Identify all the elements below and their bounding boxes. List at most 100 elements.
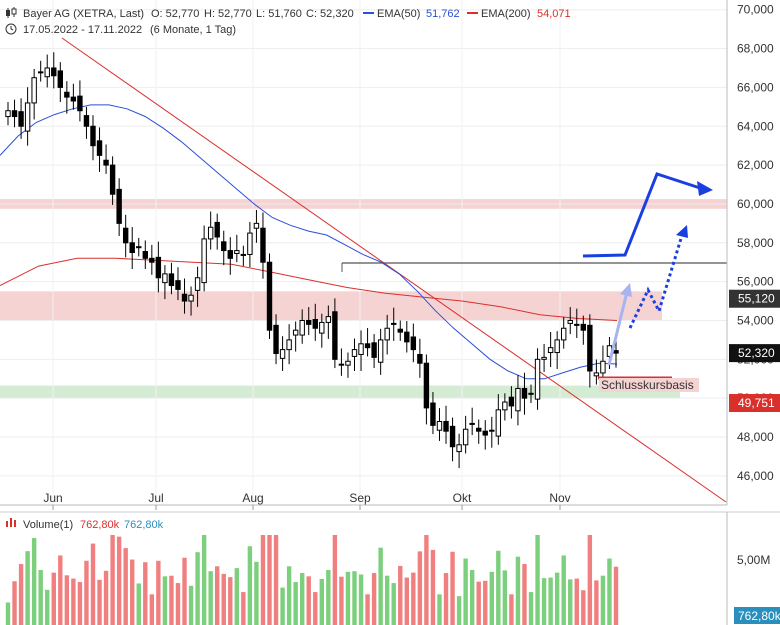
volume-bar	[130, 559, 135, 625]
candle-body	[430, 402, 436, 426]
volume-bar	[234, 568, 240, 625]
volume-bar	[182, 557, 187, 625]
candle-body	[495, 409, 502, 437]
volume-bar	[215, 566, 220, 625]
period: (6 Monate, 1 Tag)	[150, 24, 236, 36]
candle-body	[31, 77, 37, 104]
volume-bar	[293, 582, 298, 625]
volume-bar	[574, 578, 579, 625]
volume-bar	[306, 576, 311, 625]
volume-bar	[411, 572, 416, 625]
volume-bar	[260, 535, 266, 625]
candle-body	[64, 91, 70, 98]
ohlc-open: O: 52,770	[151, 8, 199, 20]
x-tick-label: Aug	[242, 491, 263, 505]
candle-body	[541, 356, 547, 360]
volume-bar	[358, 574, 364, 625]
volume-bar	[613, 566, 619, 625]
volume-bar	[286, 566, 292, 625]
x-tick-label: Sep	[349, 491, 371, 505]
chart-header: Bayer AG (XETRA, Last) O: 52,770 H: 52,7…	[5, 7, 571, 36]
volume-bar	[267, 535, 272, 625]
candle-body	[175, 280, 181, 290]
volume-bar	[103, 570, 109, 625]
volume-bar	[587, 535, 593, 625]
volume-bar	[594, 580, 599, 625]
volume-bar	[110, 535, 115, 625]
candle-body	[122, 227, 129, 244]
candle-body	[423, 362, 430, 409]
volume-bar	[45, 589, 50, 625]
volume-bar	[149, 594, 155, 625]
candle-body	[338, 363, 345, 366]
candle-body	[260, 227, 266, 263]
x-axis-ticks: Jun Jul Aug Sep Okt Nov	[43, 491, 571, 510]
price-badge-label: 52,320	[738, 346, 775, 360]
volume-bar	[535, 535, 540, 625]
candle-body	[181, 293, 188, 302]
y-tick-label: 68,000	[737, 42, 774, 56]
volume-bar	[581, 590, 586, 625]
candle-body	[443, 420, 449, 432]
candle-body	[345, 360, 351, 366]
volume-bar	[201, 535, 207, 625]
volume-bar	[90, 543, 96, 625]
candle-body	[528, 392, 534, 395]
light-arrow-head	[620, 283, 632, 297]
volume-bar	[502, 570, 508, 625]
volume-bar	[378, 547, 383, 625]
candle-body	[593, 372, 600, 377]
volume-bar	[169, 575, 174, 625]
candle-body	[162, 273, 168, 284]
candle-body	[449, 425, 456, 448]
volume-label: Volume(1)	[23, 519, 73, 531]
candle-body	[214, 221, 220, 238]
volume-bar	[476, 581, 481, 625]
candle-body	[194, 277, 201, 291]
volume-bar	[18, 564, 24, 625]
candle-body	[44, 67, 50, 78]
volume-bar	[365, 594, 370, 625]
volume-badge: 762,80k	[738, 609, 780, 623]
volume-bar	[332, 535, 338, 625]
candle-body	[502, 401, 508, 411]
volume-bar	[51, 572, 56, 625]
price-badge-bg	[729, 289, 780, 308]
candle-body	[364, 343, 371, 349]
candle-body	[489, 429, 495, 432]
volume-bar	[463, 558, 468, 625]
volume-bar	[469, 569, 475, 625]
candle-body	[70, 96, 77, 102]
candle-body	[83, 115, 90, 127]
candle-body	[136, 246, 142, 249]
candle-body	[462, 428, 469, 446]
volume-bar	[496, 550, 501, 625]
ema200-line	[0, 257, 618, 321]
price-badges: 55,120 52,320 49,751	[729, 289, 780, 413]
volume-bar	[371, 573, 377, 625]
volume-bar	[143, 562, 148, 625]
candle-body	[319, 321, 325, 334]
candle-body	[37, 71, 44, 74]
volume-bar	[84, 560, 89, 625]
volume-bar	[391, 583, 396, 625]
candle-icon	[6, 7, 17, 18]
candle-body	[332, 311, 338, 360]
candle-body	[482, 430, 488, 436]
candle-body	[247, 232, 253, 255]
y-tick-label: 66,000	[737, 80, 774, 94]
candle-body	[11, 110, 18, 118]
x-tick-label: Nov	[549, 491, 570, 505]
volume-bar	[175, 583, 181, 625]
candle-body	[476, 427, 482, 432]
volume-bar	[384, 575, 390, 625]
candle-body	[129, 242, 135, 254]
candle-body	[404, 331, 410, 343]
candle-body	[168, 273, 175, 287]
candle-body	[155, 256, 162, 279]
candle-body	[90, 125, 96, 147]
y-tick-label: 56,000	[737, 275, 774, 289]
candle-body	[286, 339, 292, 351]
candle-body	[547, 347, 554, 354]
volume-bar	[554, 572, 560, 625]
